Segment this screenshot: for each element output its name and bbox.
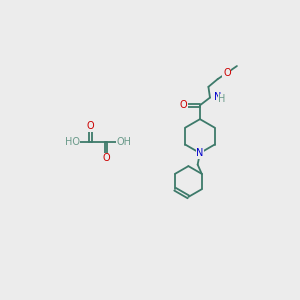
Text: O: O: [87, 121, 94, 131]
Text: O: O: [223, 68, 231, 78]
Text: O: O: [179, 100, 187, 110]
Text: H: H: [218, 94, 226, 104]
Text: N: N: [196, 148, 204, 158]
Text: O: O: [102, 153, 110, 164]
Text: OH: OH: [117, 137, 132, 147]
Text: N: N: [214, 92, 221, 102]
Text: HO: HO: [64, 137, 80, 147]
